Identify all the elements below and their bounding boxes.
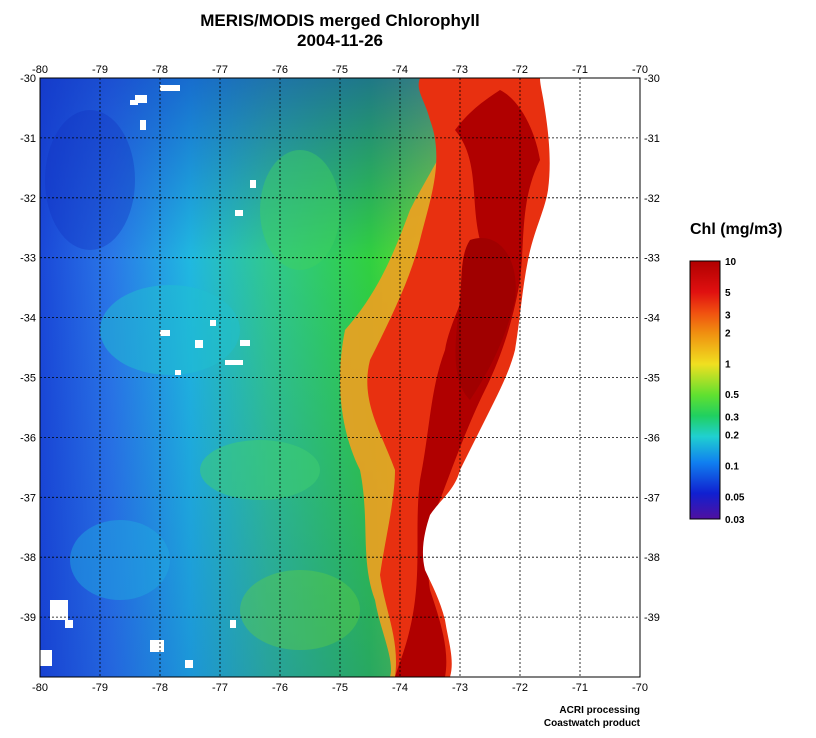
lat-tick-label-right: -35 xyxy=(644,373,660,385)
colorbar-label: 0.3 xyxy=(725,413,739,424)
lat-tick-label-right: -31 xyxy=(644,133,660,145)
lat-tick-label-left: -39 xyxy=(20,612,36,624)
lon-tick-label-top: -74 xyxy=(392,64,408,76)
colorbar xyxy=(689,260,721,520)
longitude-ticks: -80 -80 -79 -79 -78 -78 -77 -77 -76 -76 -75 -75 -74 -… xyxy=(32,64,648,694)
credit-product: Coastwatch product xyxy=(543,718,640,729)
lon-tick-label-top: -80 xyxy=(32,64,48,76)
lon-tick-label-top: -72 xyxy=(512,64,528,76)
colorbar-title: Chl (mg/m3) xyxy=(690,221,783,238)
latitude-ticks: -30 -30 -31 -31 -32 -32 -33 -33 -34 -34 -35 -35 -36 -… xyxy=(20,73,660,624)
lon-tick-label-bottom: -72 xyxy=(512,682,528,694)
lat-tick-label-left: -38 xyxy=(20,552,36,564)
lon-tick-label-top: -73 xyxy=(452,64,468,76)
lat-tick-label-left: -37 xyxy=(20,492,36,504)
lon-tick-label-top: -75 xyxy=(332,64,348,76)
lat-tick-label-left: -35 xyxy=(20,373,36,385)
lon-tick-label-bottom: -78 xyxy=(152,682,168,694)
lon-tick-label-top: -78 xyxy=(152,64,168,76)
lat-tick-label-right: -33 xyxy=(644,253,660,265)
lon-tick-label-top: -77 xyxy=(212,64,228,76)
lon-tick-label-bottom: -73 xyxy=(452,682,468,694)
lon-tick-label-bottom: -75 xyxy=(332,682,348,694)
lon-tick-label-bottom: -74 xyxy=(392,682,408,694)
credit-processing: ACRI processing xyxy=(559,705,640,716)
lat-tick-label-left: -36 xyxy=(20,432,36,444)
map-image xyxy=(40,78,640,677)
lon-tick-label-top: -71 xyxy=(572,64,588,76)
lat-tick-label-right: -34 xyxy=(644,313,660,325)
colorbar-label: 0.5 xyxy=(725,390,739,401)
colorbar-label: 3 xyxy=(725,310,731,321)
lon-tick-label-top: -79 xyxy=(92,64,108,76)
graticule xyxy=(40,78,640,677)
lon-tick-label-bottom: -70 xyxy=(632,682,648,694)
colorbar-label: 1 xyxy=(725,359,731,370)
colorbar-label: 0.03 xyxy=(725,515,745,526)
lat-tick-label-left: -30 xyxy=(20,73,36,85)
map-title: MERIS/MODIS merged Chlorophyll xyxy=(200,11,480,30)
lat-tick-label-left: -34 xyxy=(20,313,36,325)
lat-tick-label-left: -31 xyxy=(20,133,36,145)
map-date: 2004-11-26 xyxy=(296,31,384,50)
lon-tick-label-top: -76 xyxy=(272,64,288,76)
colorbar-label: 0.2 xyxy=(725,431,739,442)
lon-tick-label-bottom: -80 xyxy=(32,682,48,694)
colorbar-labels: 10 5 3 2 1 0.5 0.3 0.2 0.1 0.05 0.03 xyxy=(725,257,745,526)
lat-tick-label-right: -37 xyxy=(644,492,660,504)
lat-tick-label-left: -33 xyxy=(20,253,36,265)
colorbar-label: 0.1 xyxy=(725,462,739,473)
lat-tick-label-right: -36 xyxy=(644,432,660,444)
lon-tick-label-top: -70 xyxy=(632,64,648,76)
lat-tick-label-right: -38 xyxy=(644,552,660,564)
colorbar-label: 2 xyxy=(725,328,731,339)
lat-tick-label-left: -32 xyxy=(20,193,36,205)
colorbar-label: 10 xyxy=(725,257,737,268)
lon-tick-label-bottom: -77 xyxy=(212,682,228,694)
lat-tick-label-right: -30 xyxy=(644,73,660,85)
colorbar-label: 5 xyxy=(725,288,731,299)
colorbar-label: 0.05 xyxy=(725,492,745,503)
lat-tick-label-right: -39 xyxy=(644,612,660,624)
lat-tick-label-right: -32 xyxy=(644,193,660,205)
lon-tick-label-bottom: -79 xyxy=(92,682,108,694)
lon-tick-label-bottom: -76 xyxy=(272,682,288,694)
lon-tick-label-bottom: -71 xyxy=(572,682,588,694)
